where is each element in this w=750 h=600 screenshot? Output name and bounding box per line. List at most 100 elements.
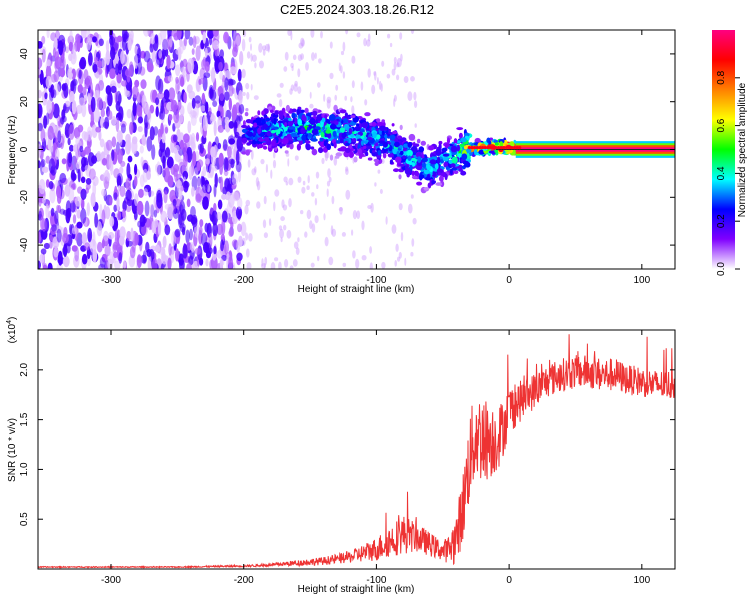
ridge-blob <box>411 175 418 179</box>
noise-blob <box>49 187 56 204</box>
noise-blob <box>48 181 54 190</box>
noise-blob <box>223 157 229 173</box>
ridge-blob <box>421 157 428 162</box>
noise-blob <box>367 205 372 209</box>
noise-blob <box>215 88 219 103</box>
noise-blob <box>41 35 46 45</box>
ridge-blob <box>426 164 432 171</box>
noise-blob <box>80 30 87 39</box>
ridge-blob <box>288 126 296 130</box>
ridge-blob <box>460 137 467 143</box>
noise-blob <box>270 262 276 269</box>
noise-blob <box>140 156 144 166</box>
ridge-blob <box>384 134 388 139</box>
noise-blob <box>118 252 123 264</box>
noise-blob <box>212 30 219 37</box>
snr-y-ticks: 0.5 1.0 1.5 2.0 <box>19 362 675 526</box>
noise-blob <box>342 71 346 79</box>
noise-blob <box>233 30 237 45</box>
noise-blob <box>70 200 76 213</box>
noise-blob <box>154 244 161 253</box>
noise-blob <box>279 82 284 88</box>
noise-blob <box>326 188 329 197</box>
noise-blob <box>113 251 118 258</box>
noise-blob <box>233 121 238 129</box>
colorbar-ticks: 0.0 0.2 0.4 0.6 0.8 <box>716 70 740 276</box>
noise-blob <box>38 260 41 269</box>
noise-blob <box>295 247 300 255</box>
noise-blob <box>107 91 113 107</box>
noise-blob <box>99 257 106 268</box>
noise-blob <box>80 198 85 210</box>
colorbar-tick-label: 0.6 <box>716 118 727 132</box>
noise-blob <box>158 247 166 256</box>
noise-blob <box>62 255 70 268</box>
tone-dot <box>483 146 487 150</box>
ridge-blob <box>377 150 382 156</box>
noise-blob <box>237 115 243 122</box>
noise-blob <box>179 38 183 48</box>
noise-blob <box>203 72 211 79</box>
tone-dot <box>504 146 509 150</box>
noise-blob <box>126 74 131 83</box>
noise-blob <box>219 71 224 80</box>
ridge-blob <box>387 128 391 133</box>
snr-y-scale: (x104) <box>6 317 18 344</box>
noise-blob <box>210 112 215 120</box>
noise-blob <box>167 203 174 220</box>
noise-blob <box>189 228 193 241</box>
noise-blob <box>67 71 73 79</box>
noise-blob <box>119 226 126 240</box>
noise-blob <box>278 99 283 107</box>
noise-blob <box>248 233 253 242</box>
ridge-blob <box>443 161 449 168</box>
noise-blob <box>311 223 316 233</box>
ridge-blob <box>410 146 418 153</box>
ridge-blob <box>245 108 249 112</box>
ridge-blob <box>435 148 442 156</box>
ridge-blob <box>273 126 279 130</box>
noise-blob <box>345 189 351 200</box>
noise-blob <box>272 151 276 159</box>
noise-blob <box>167 75 173 82</box>
noise-blob <box>199 143 204 154</box>
noise-blob <box>137 220 142 228</box>
noise-blob <box>113 192 118 201</box>
tone-dot <box>510 146 514 150</box>
noise-blob <box>395 243 399 252</box>
noise-blob <box>88 168 96 180</box>
noise-blob <box>133 175 138 187</box>
noise-blob <box>213 202 217 213</box>
noise-blob <box>284 259 289 268</box>
noise-blob <box>60 116 65 125</box>
noise-blob <box>89 81 94 95</box>
x-tick-label: 100 <box>633 575 650 586</box>
noise-blob <box>161 257 168 265</box>
ridge-blob <box>416 138 421 144</box>
noise-blob <box>199 219 204 228</box>
noise-blob <box>95 71 100 79</box>
noise-blob <box>317 255 320 262</box>
ridge-blob <box>380 150 385 153</box>
noise-blob <box>228 138 236 145</box>
ridge-blob <box>307 132 313 138</box>
noise-blob <box>41 48 46 63</box>
noise-blob <box>174 144 180 152</box>
noise-blob <box>318 58 322 64</box>
noise-blob <box>153 209 158 218</box>
noise-blob <box>220 239 225 252</box>
noise-blob <box>352 210 357 220</box>
ridge-blob <box>360 140 364 146</box>
colorbar-tick-label: 0.0 <box>716 262 727 276</box>
ridge-blob <box>371 149 376 153</box>
ridge-blob <box>341 132 347 139</box>
noise-blob <box>141 134 147 146</box>
noise-blob <box>167 175 174 188</box>
noise-blob <box>170 99 178 113</box>
noise-blob <box>86 202 91 217</box>
noise-blob <box>293 241 299 249</box>
noise-blob <box>391 224 397 234</box>
noise-blob <box>366 39 371 47</box>
ridge-blob <box>416 181 423 186</box>
